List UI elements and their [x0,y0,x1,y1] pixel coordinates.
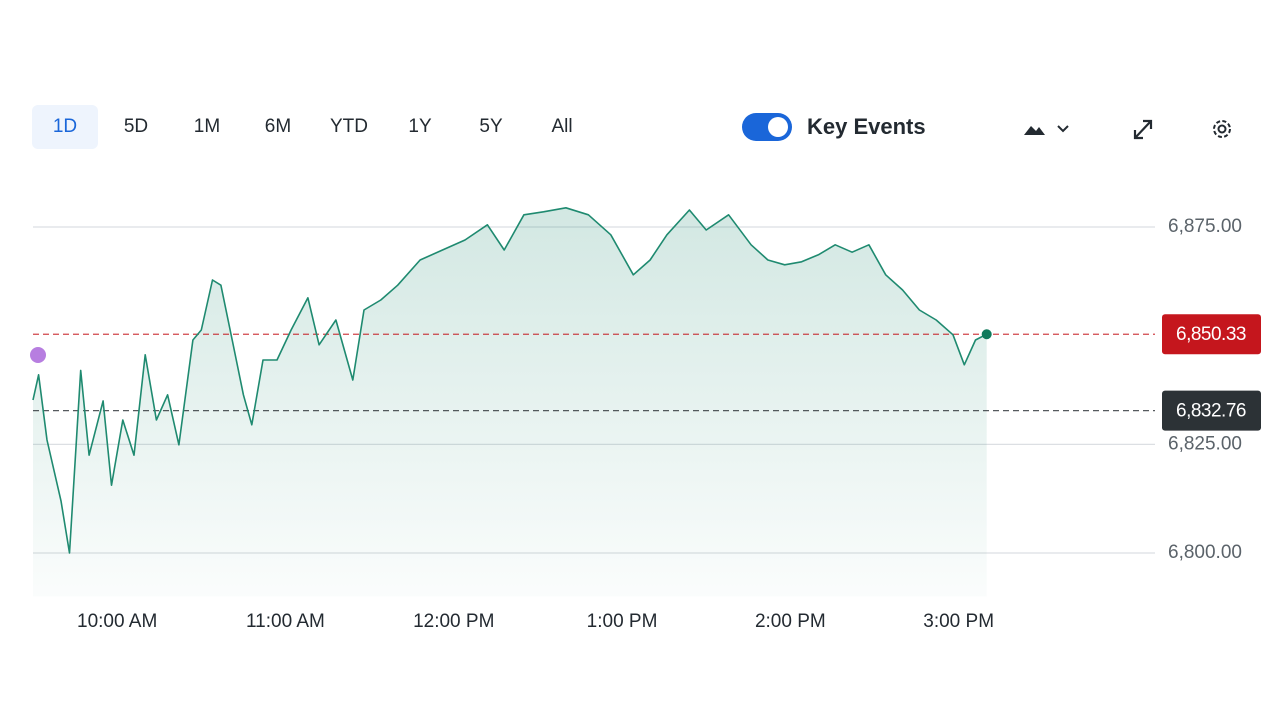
price-label: 6,832.76 [1176,401,1246,422]
toggle-switch[interactable] [742,113,792,141]
range-button[interactable]: YTD [330,116,368,137]
x-tick-label: 2:00 PM [755,611,826,632]
range-button[interactable]: 6M [264,116,292,137]
price-label-box [1162,390,1261,431]
price-label-box [1162,314,1261,355]
chart-type-button[interactable] [1024,125,1069,135]
range-button[interactable]: 5D [123,116,149,137]
x-tick-label: 10:00 AM [77,611,157,632]
y-tick-label: 6,875.00 [1168,216,1242,237]
area-fill [33,207,987,597]
y-tick-label: 6,800.00 [1168,542,1242,563]
range-toolbar: 1D 5D 1M 6M YTD 1Y 5Y All [32,105,600,149]
price-line [32,207,988,554]
settings-button[interactable] [1213,120,1231,138]
event-marker[interactable] [30,347,46,363]
x-tick-label: 11:00 AM [246,611,325,632]
toggle-label: Key Events [807,114,926,139]
x-tick-label: 12:00 PM [413,611,494,632]
expand-button[interactable] [1133,119,1153,140]
range-button[interactable]: 1Y [408,116,432,137]
price-label: 6,850.33 [1176,324,1246,345]
range-button[interactable]: 1M [193,116,221,137]
range-button[interactable]: 1D [32,105,98,149]
x-tick-label: 3:00 PM [923,611,994,632]
range-button[interactable]: 5Y [479,116,503,137]
key-events-toggle[interactable]: Key Events [742,113,926,141]
last-point [981,329,992,340]
x-tick-label: 1:00 PM [587,611,658,632]
range-button[interactable]: All [551,116,573,137]
y-tick-label: 6,825.00 [1168,433,1242,454]
